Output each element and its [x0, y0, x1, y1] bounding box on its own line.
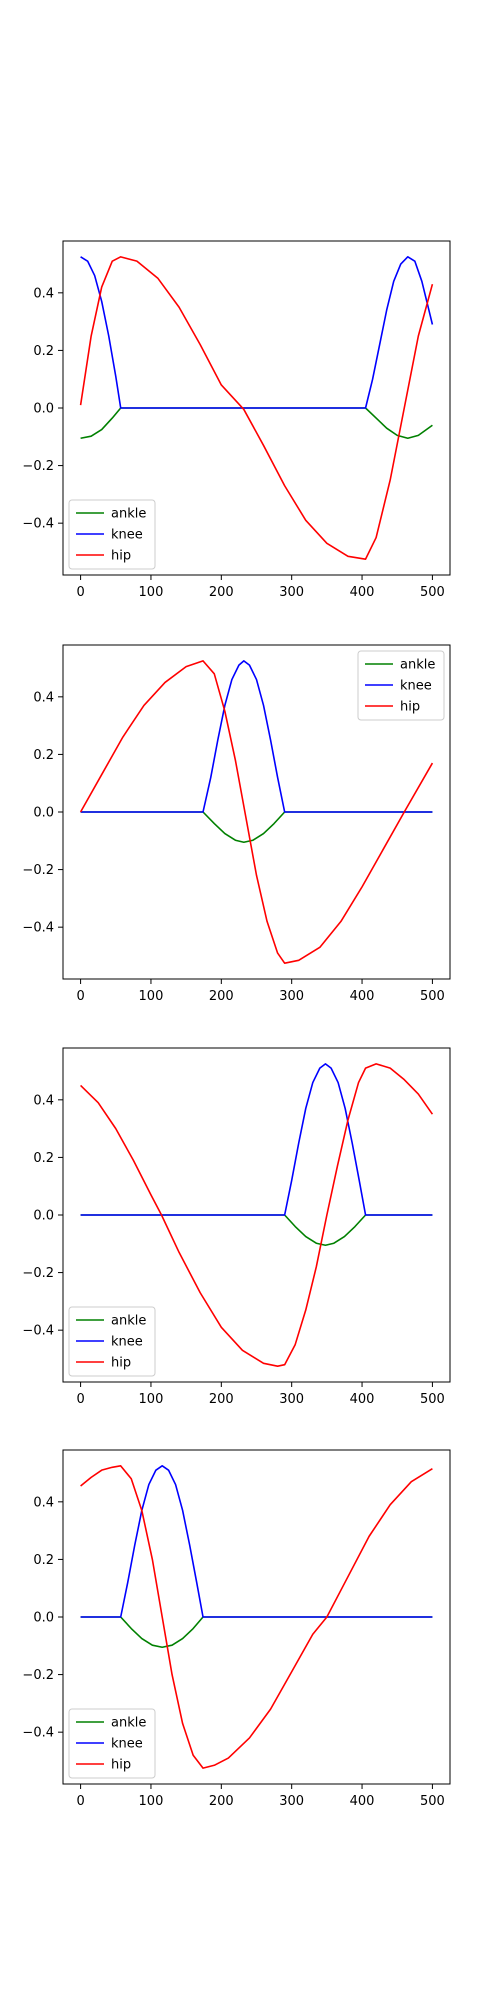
y-tick-label: 0.4 — [33, 690, 54, 705]
legend-label-hip: hip — [400, 700, 420, 715]
x-tick-label: 500 — [420, 585, 445, 600]
x-tick-label: 100 — [139, 1794, 164, 1809]
series-line-hip — [79, 660, 434, 964]
series-line-knee — [80, 660, 433, 813]
x-tick-label: 0 — [76, 1794, 84, 1809]
legend-box — [357, 650, 445, 721]
y-tick-label: −0.4 — [22, 1324, 54, 1339]
legend: ankle knee hip — [68, 1306, 156, 1377]
y-tick-label: 0.0 — [33, 1209, 54, 1224]
legend-label-hip: hip — [111, 1356, 131, 1371]
x-tick-label: 200 — [209, 585, 234, 600]
series-line-hip — [80, 1063, 434, 1367]
x-tick-label: 300 — [279, 585, 304, 600]
series-line-hip — [79, 256, 434, 560]
legend-box — [68, 499, 156, 570]
series-line-ankle — [80, 1616, 433, 1649]
x-tick-label: 100 — [139, 1392, 164, 1407]
x-tick-label: 100 — [139, 989, 164, 1004]
y-tick-label: 0.4 — [33, 286, 54, 301]
legend-label-knee: knee — [111, 1737, 143, 1752]
series-line-hip — [80, 1465, 433, 1769]
legend-box — [68, 1306, 156, 1377]
y-tick-label: −0.2 — [22, 863, 54, 878]
x-tick-label: 400 — [350, 1392, 375, 1407]
y-tick-label: 0.2 — [33, 748, 54, 763]
x-tick-label: 100 — [139, 585, 164, 600]
series-line-knee — [80, 1063, 433, 1216]
legend-box — [68, 1708, 156, 1779]
x-tick-label: 400 — [350, 585, 375, 600]
series-line-knee — [80, 256, 434, 409]
x-tick-label: 500 — [420, 1392, 445, 1407]
y-tick-label: 0.0 — [33, 806, 54, 821]
chart-panel-3: 0 100 200 300 400 500 0.4 0.2 0.0 −0.2 −0.4 ankle kn… — [22, 1047, 451, 1407]
legend-label-ankle: ankle — [400, 658, 435, 673]
x-tick-label: 300 — [279, 1392, 304, 1407]
x-tick-label: 300 — [279, 989, 304, 1004]
chart-panel-1: 0 100 200 300 400 500 0.4 0.2 0.0 −0.2 −0.4 ankle kn… — [22, 240, 451, 600]
y-tick-label: 0.0 — [33, 1611, 54, 1626]
x-tick-label: 200 — [209, 1794, 234, 1809]
legend-label-knee: knee — [400, 679, 432, 694]
legend-label-ankle: ankle — [111, 507, 146, 522]
y-tick-label: 0.4 — [33, 1093, 54, 1108]
chart-panel-4: 0 100 200 300 400 500 0.4 0.2 0.0 −0.2 −0.4 ankle kn… — [22, 1449, 451, 1809]
chart-panel-2: 0 100 200 300 400 500 0.4 0.2 0.0 −0.2 −0.4 ankle kn… — [22, 644, 451, 1004]
series-line-ankle — [80, 811, 433, 844]
x-tick-label: 500 — [420, 989, 445, 1004]
legend-label-ankle: ankle — [111, 1716, 146, 1731]
y-tick-label: −0.4 — [22, 921, 54, 936]
legend-label-hip: hip — [111, 549, 131, 564]
legend-label-knee: knee — [111, 528, 143, 543]
x-tick-label: 500 — [420, 1794, 445, 1809]
y-tick-label: 0.4 — [33, 1495, 54, 1510]
y-tick-label: −0.2 — [22, 459, 54, 474]
y-tick-label: 0.2 — [33, 344, 54, 359]
y-tick-label: −0.4 — [22, 1726, 54, 1741]
y-tick-label: 0.2 — [33, 1553, 54, 1568]
x-tick-label: 400 — [350, 1794, 375, 1809]
x-tick-label: 200 — [209, 1392, 234, 1407]
x-tick-label: 0 — [76, 1392, 84, 1407]
y-tick-label: 0.2 — [33, 1151, 54, 1166]
legend: ankle knee hip — [68, 499, 156, 570]
y-tick-label: 0.0 — [33, 402, 54, 417]
x-tick-label: 200 — [209, 989, 234, 1004]
legend: ankle knee hip — [68, 1708, 156, 1779]
series-line-ankle — [80, 1214, 433, 1247]
legend-label-ankle: ankle — [111, 1314, 146, 1329]
x-tick-label: 300 — [279, 1794, 304, 1809]
legend-label-knee: knee — [111, 1335, 143, 1350]
x-tick-label: 0 — [76, 989, 84, 1004]
y-tick-label: −0.2 — [22, 1266, 54, 1281]
series-line-knee — [80, 1465, 433, 1618]
x-tick-label: 0 — [76, 585, 84, 600]
x-tick-label: 400 — [350, 989, 375, 1004]
legend-label-hip: hip — [111, 1758, 131, 1773]
y-tick-label: −0.2 — [22, 1668, 54, 1683]
y-tick-label: −0.4 — [22, 517, 54, 532]
legend: ankle knee hip — [357, 650, 445, 721]
